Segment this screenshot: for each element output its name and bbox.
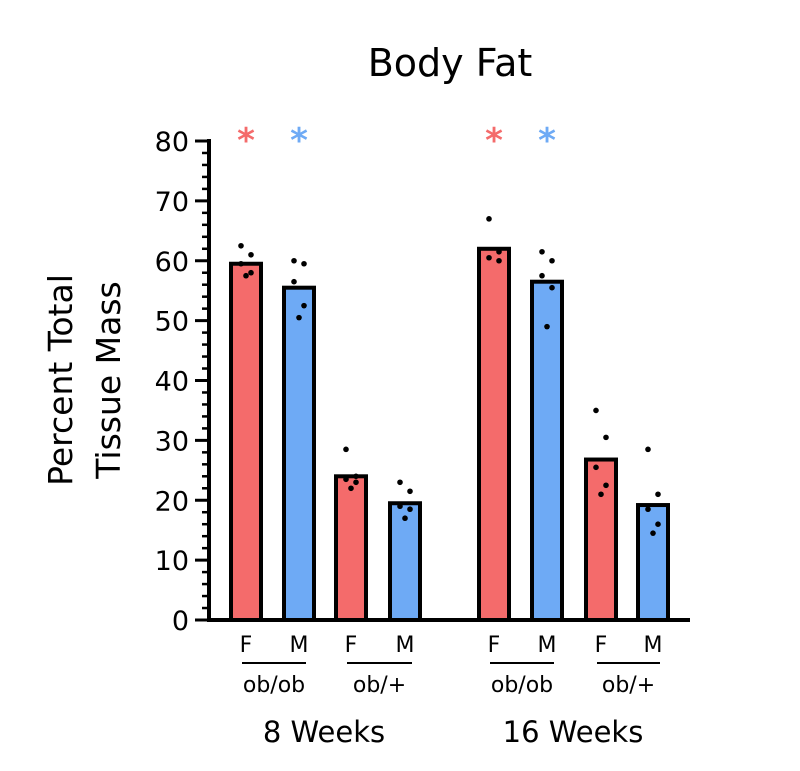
bar-m <box>282 285 316 622</box>
sex-label: M <box>290 633 309 658</box>
data-point <box>593 407 599 414</box>
age-label: 16 Weeks <box>503 715 644 749</box>
data-point <box>645 506 651 513</box>
data-point <box>496 248 502 255</box>
y-tick-label: 0 <box>172 606 189 637</box>
y-axis-label-line-2: Tissue Mass <box>89 281 128 479</box>
data-point <box>650 530 656 536</box>
data-point <box>645 446 651 453</box>
sex-label: F <box>488 633 501 658</box>
data-point <box>397 479 403 486</box>
data-point <box>291 257 297 264</box>
bar-f <box>477 246 511 622</box>
data-point <box>655 521 661 527</box>
genotype-label: ob/+ <box>602 673 655 698</box>
data-point <box>301 260 307 267</box>
data-point <box>248 251 254 258</box>
data-point <box>655 491 661 498</box>
data-point <box>301 302 307 309</box>
data-point <box>549 257 555 264</box>
data-point <box>407 506 413 513</box>
data-point <box>598 491 604 498</box>
data-point <box>603 434 609 441</box>
significance-asterisk: * <box>485 121 503 161</box>
y-tick-label: 10 <box>155 546 189 577</box>
plot-area: * F * Mob/ob F Mob/+ * F * Mob/ob F Mob/+ 8 Weeks 16 … <box>155 121 690 749</box>
bar-m <box>530 279 564 622</box>
data-point <box>397 503 403 510</box>
sex-label: F <box>345 633 358 658</box>
significance-asterisk: * <box>290 121 308 161</box>
data-point <box>353 473 359 480</box>
chart-title: Body Fat <box>368 41 533 85</box>
data-point <box>348 485 354 492</box>
data-point <box>296 314 302 321</box>
data-point <box>544 323 550 330</box>
data-point <box>486 216 492 222</box>
data-point <box>486 254 492 261</box>
sex-label: M <box>538 633 557 658</box>
y-tick-label: 80 <box>155 127 189 158</box>
data-point <box>603 482 609 489</box>
y-axis-label-line-1: Percent Total <box>41 274 80 486</box>
data-point <box>593 464 599 471</box>
data-point <box>238 260 244 267</box>
data-point <box>343 476 349 483</box>
y-tick-label: 50 <box>155 307 189 338</box>
data-point <box>343 446 349 453</box>
significance-asterisk: * <box>538 121 556 161</box>
genotype-label: ob/ob <box>243 673 305 698</box>
genotype-label: ob/+ <box>353 673 406 698</box>
bar-m <box>636 503 670 623</box>
bar-f <box>334 474 368 622</box>
y-tick-label: 20 <box>155 486 189 517</box>
data-point <box>353 479 359 486</box>
y-tick-label: 60 <box>155 247 189 278</box>
y-tick-label: 30 <box>155 426 189 457</box>
data-point <box>243 272 249 279</box>
data-point <box>496 257 502 264</box>
data-point <box>407 488 413 495</box>
data-point <box>291 278 297 285</box>
data-point <box>248 269 254 276</box>
data-point <box>402 515 408 522</box>
significance-asterisk: * <box>237 121 255 161</box>
sex-label: M <box>644 633 663 658</box>
age-label: 8 Weeks <box>263 715 385 749</box>
y-axis-label: Percent Total Tissue Mass <box>41 274 128 486</box>
data-point <box>539 272 545 279</box>
bar-f <box>584 457 618 622</box>
sex-label: F <box>595 633 608 658</box>
data-point <box>549 284 555 291</box>
y-tick-label: 70 <box>155 187 189 218</box>
data-point <box>539 248 545 255</box>
bar-f <box>229 261 263 622</box>
data-point <box>238 242 244 249</box>
sex-label: F <box>240 633 253 658</box>
y-tick-label: 40 <box>155 367 189 398</box>
sex-label: M <box>396 633 415 658</box>
genotype-label: ob/ob <box>491 673 553 698</box>
